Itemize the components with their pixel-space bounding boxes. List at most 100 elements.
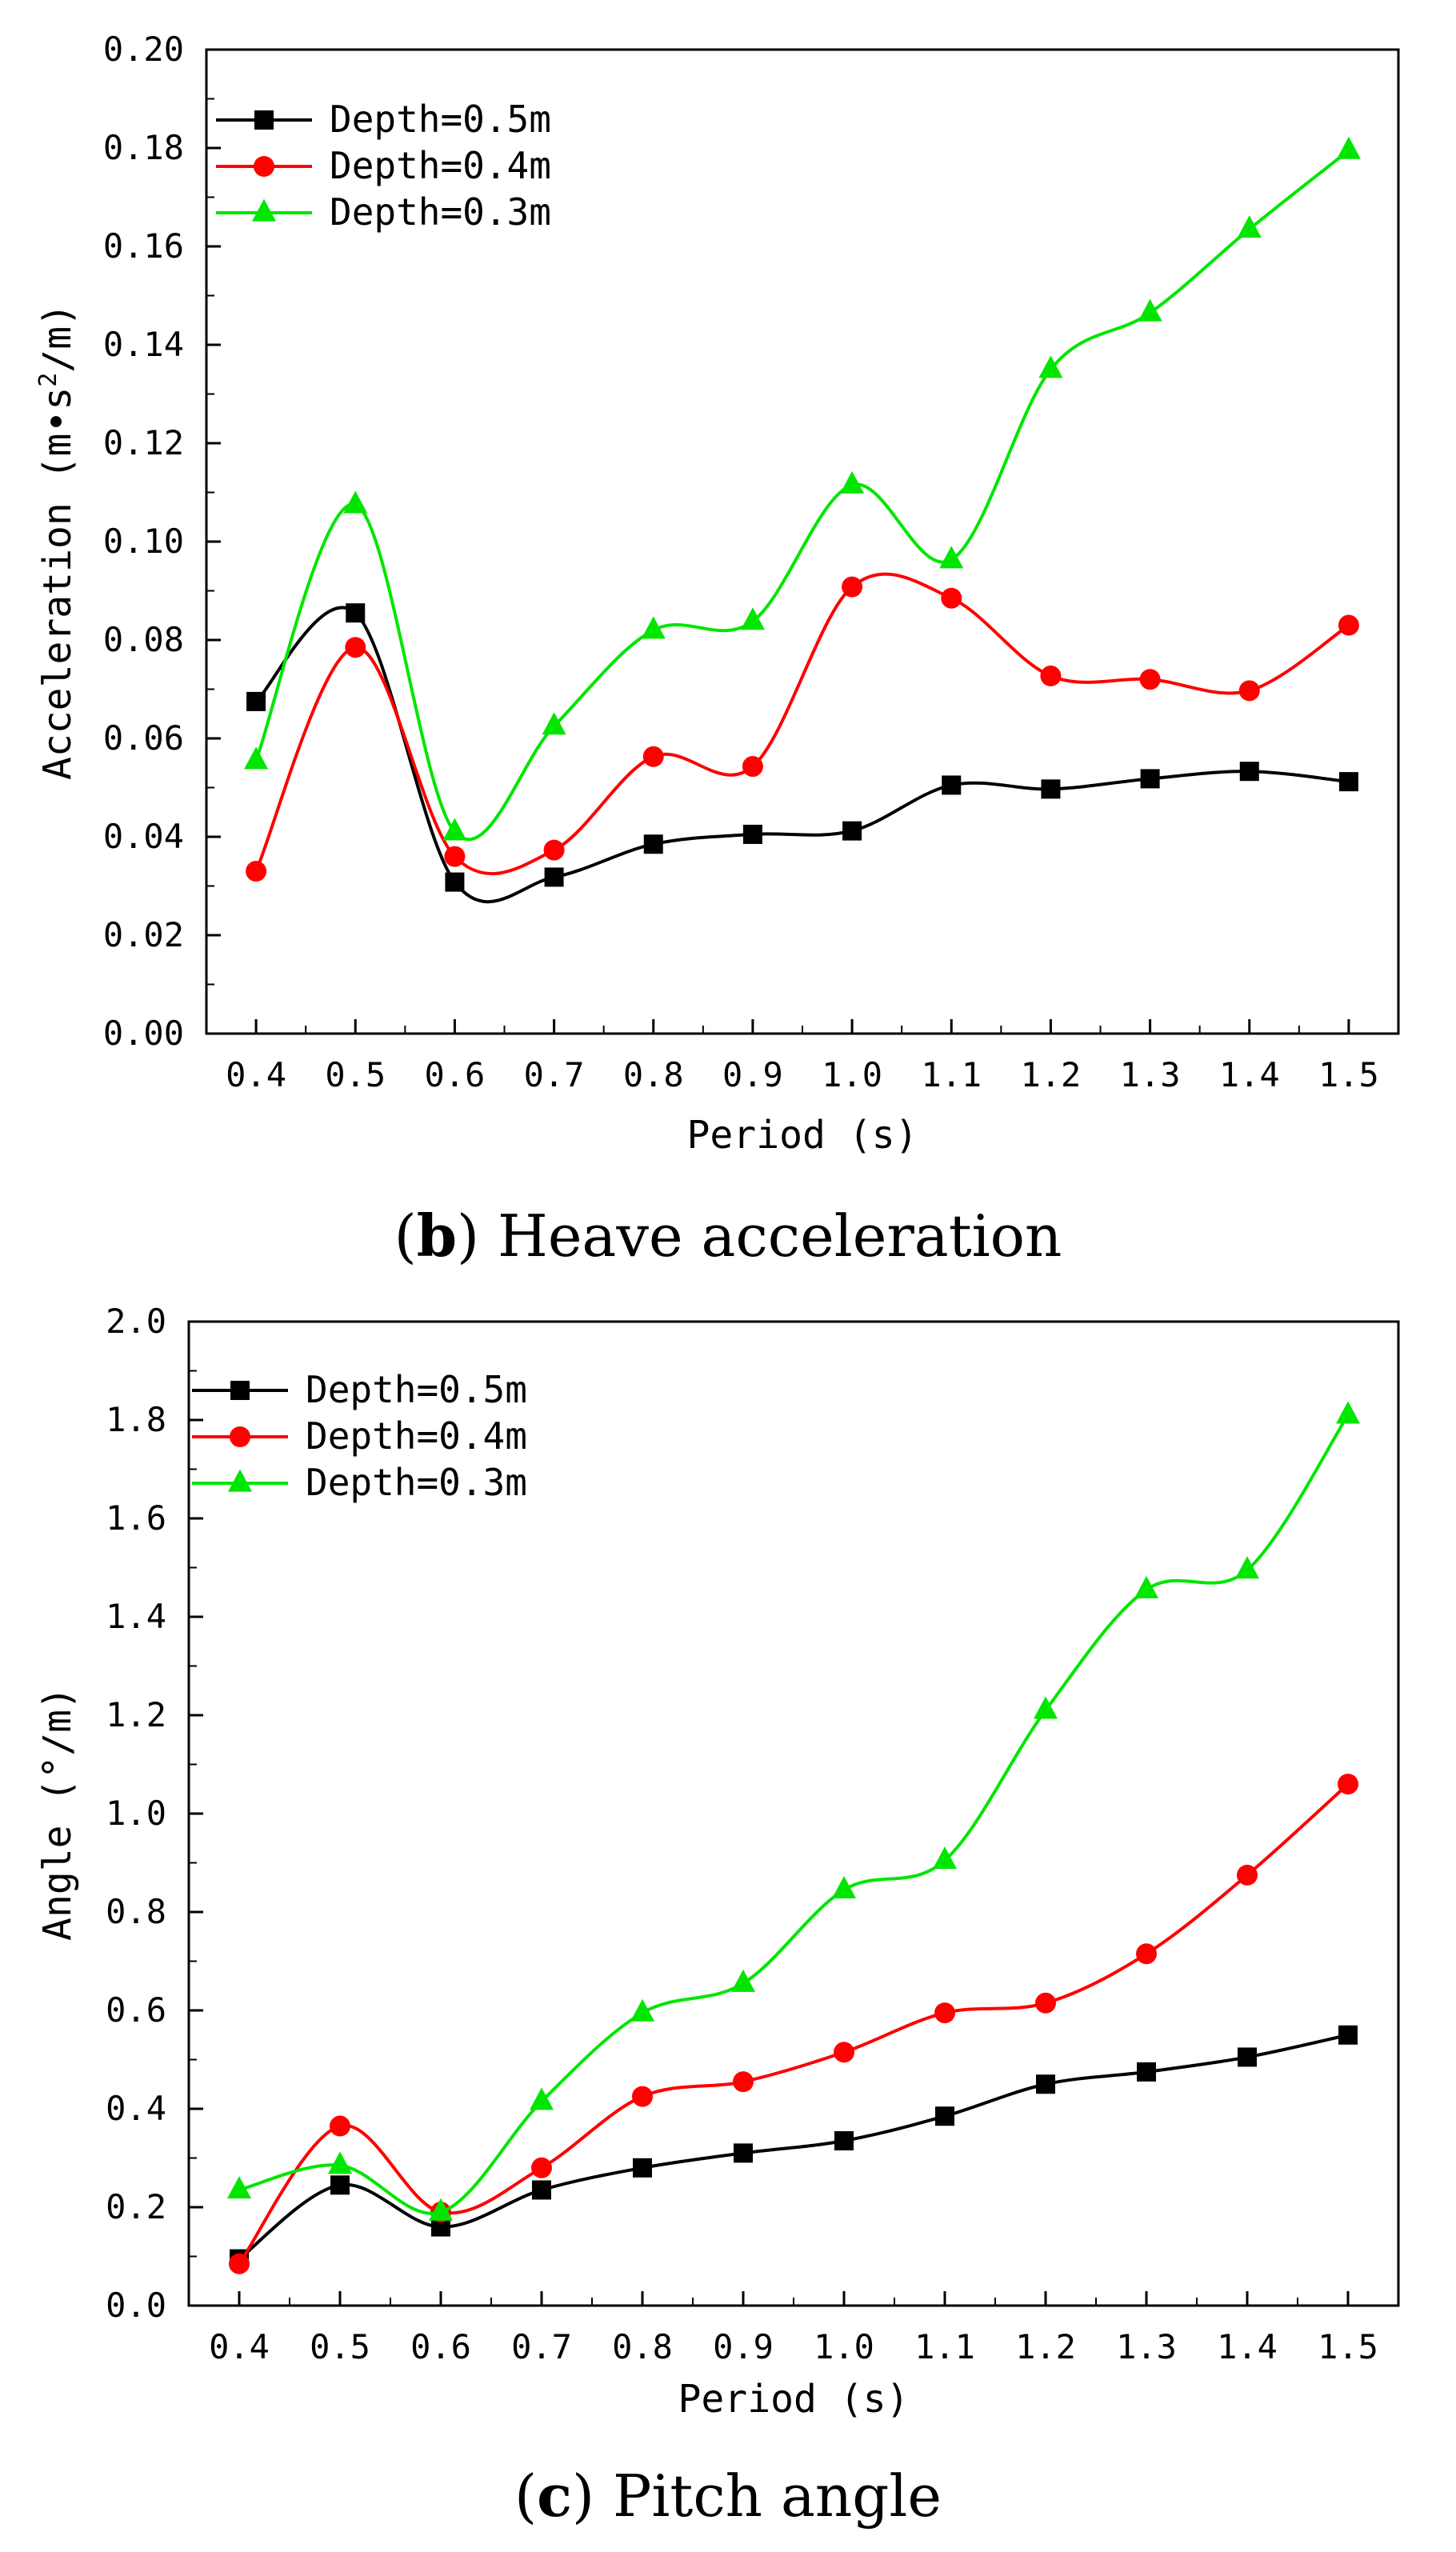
data-point bbox=[328, 2151, 352, 2174]
data-point bbox=[1134, 1575, 1158, 1598]
y-tick-label: 1.2 bbox=[106, 1695, 166, 1734]
x-tick-label: 1.3 bbox=[1116, 2327, 1177, 2366]
y-tick-label: 0.0 bbox=[106, 2286, 166, 2325]
data-point bbox=[246, 691, 266, 711]
data-point bbox=[742, 756, 763, 778]
legend-marker bbox=[230, 1426, 250, 1447]
data-point bbox=[1041, 779, 1061, 799]
data-point bbox=[1237, 215, 1262, 238]
data-point bbox=[1338, 1774, 1358, 1795]
data-point bbox=[939, 546, 964, 569]
data-point bbox=[934, 2002, 955, 2024]
data-point bbox=[429, 2198, 453, 2221]
data-point bbox=[733, 2071, 754, 2093]
series-depth-0-4m bbox=[229, 1774, 1358, 2274]
legend-label: Depth=0.4m bbox=[306, 1414, 527, 1458]
x-tick-label: 0.4 bbox=[209, 2327, 270, 2366]
data-point bbox=[734, 2143, 753, 2163]
data-point bbox=[532, 2180, 551, 2200]
data-point bbox=[1237, 1864, 1258, 1886]
y-tick-label: 0.12 bbox=[103, 423, 184, 462]
x-tick-label: 1.1 bbox=[914, 2327, 975, 2366]
data-point bbox=[1034, 1696, 1058, 1719]
y-tick-label: 0.20 bbox=[103, 30, 184, 69]
data-point bbox=[1036, 2074, 1055, 2094]
data-point bbox=[343, 490, 368, 514]
data-point bbox=[1136, 1943, 1157, 1965]
data-point bbox=[1338, 2025, 1358, 2045]
pitch-angle-panel: 0.4 0.5 0.6 0.7 0.8 0.9 1.0 1.1 1.2 1.3 1.4 1.5 0.0 0… bbox=[35, 1302, 1400, 2530]
data-point bbox=[1336, 136, 1361, 159]
data-point bbox=[842, 821, 862, 841]
data-point bbox=[330, 2115, 350, 2137]
x-tick-label: 0.8 bbox=[623, 1055, 684, 1094]
data-point bbox=[641, 616, 666, 639]
y-tick-label: 0.6 bbox=[106, 1990, 166, 2030]
data-point bbox=[542, 712, 566, 735]
data-point bbox=[442, 818, 467, 841]
data-point bbox=[1238, 680, 1260, 702]
data-point bbox=[1338, 614, 1359, 636]
x-tick-label: 1.3 bbox=[1120, 1055, 1181, 1094]
legend-label: Depth=0.5m bbox=[330, 98, 551, 141]
legend-item: Depth=0.5m bbox=[192, 1368, 527, 1411]
data-point bbox=[633, 2158, 652, 2178]
panel-caption: (b) Heave acceleration bbox=[394, 1202, 1062, 1270]
legend-marker bbox=[254, 156, 274, 177]
x-tick-label: 0.4 bbox=[226, 1055, 286, 1094]
y-tick-label: 1.0 bbox=[106, 1794, 166, 1833]
data-point bbox=[1239, 762, 1259, 782]
panel-letter: b bbox=[417, 1202, 457, 1270]
x-tick-label: 1.5 bbox=[1318, 2327, 1378, 2366]
legend-marker bbox=[252, 198, 276, 222]
legend-marker bbox=[230, 1381, 250, 1400]
y-tick-label: 0.14 bbox=[103, 325, 184, 364]
y-axis-title-main: Angle (°/m) bbox=[35, 1686, 80, 1941]
y-tick-label: 2.0 bbox=[106, 1302, 166, 1341]
data-point bbox=[1137, 2062, 1156, 2082]
data-point bbox=[1040, 665, 1062, 686]
y-tick-label: 0.10 bbox=[103, 522, 184, 561]
legend-label: Depth=0.4m bbox=[330, 144, 551, 187]
x-tick-label: 0.8 bbox=[612, 2327, 673, 2366]
legend-marker bbox=[228, 1469, 252, 1492]
legend-item: Depth=0.3m bbox=[216, 190, 551, 234]
x-tick-label: 1.0 bbox=[822, 1055, 882, 1094]
y-axis-title: Acceleration (m•s2/m) bbox=[34, 303, 80, 780]
x-tick-label: 1.0 bbox=[814, 2327, 874, 2366]
x-axis-title: Period (s) bbox=[678, 2377, 910, 2422]
x-tick-label: 1.2 bbox=[1015, 2327, 1076, 2366]
y-axis-title-main: Acceleration (m•s bbox=[35, 387, 80, 780]
x-tick-label: 0.9 bbox=[722, 1055, 783, 1094]
x-tick-label: 1.5 bbox=[1318, 1055, 1379, 1094]
x-tick-label: 0.5 bbox=[325, 1055, 386, 1094]
data-point bbox=[642, 746, 664, 767]
data-point bbox=[742, 824, 762, 844]
data-point bbox=[444, 846, 466, 867]
data-point bbox=[632, 2086, 653, 2107]
data-point bbox=[1336, 1401, 1360, 1424]
x-tick-label: 0.6 bbox=[410, 2327, 471, 2366]
series-line bbox=[238, 1782, 1350, 2265]
data-point bbox=[630, 1998, 654, 2022]
y-tick-label: 0.00 bbox=[103, 1014, 184, 1053]
x-tick-label: 1.4 bbox=[1217, 2327, 1278, 2366]
x-tick-label: 0.7 bbox=[524, 1055, 585, 1094]
legend-item: Depth=0.4m bbox=[216, 144, 551, 187]
data-point bbox=[1138, 298, 1162, 322]
x-axis-title: Period (s) bbox=[687, 1113, 918, 1158]
x-tick-label: 1.1 bbox=[921, 1055, 982, 1094]
x-tick-label: 1.2 bbox=[1020, 1055, 1081, 1094]
data-point bbox=[834, 2042, 854, 2063]
data-point bbox=[1238, 2047, 1257, 2067]
series-depth-0-3m bbox=[227, 1401, 1360, 2221]
data-point bbox=[346, 603, 366, 623]
data-point bbox=[543, 839, 565, 861]
data-point bbox=[840, 470, 865, 494]
data-point bbox=[1140, 769, 1160, 789]
y-tick-label: 0.18 bbox=[103, 128, 184, 167]
y-tick-label: 0.8 bbox=[106, 1892, 166, 1931]
data-point bbox=[1139, 669, 1161, 690]
series-depth-0-3m bbox=[244, 136, 1361, 842]
